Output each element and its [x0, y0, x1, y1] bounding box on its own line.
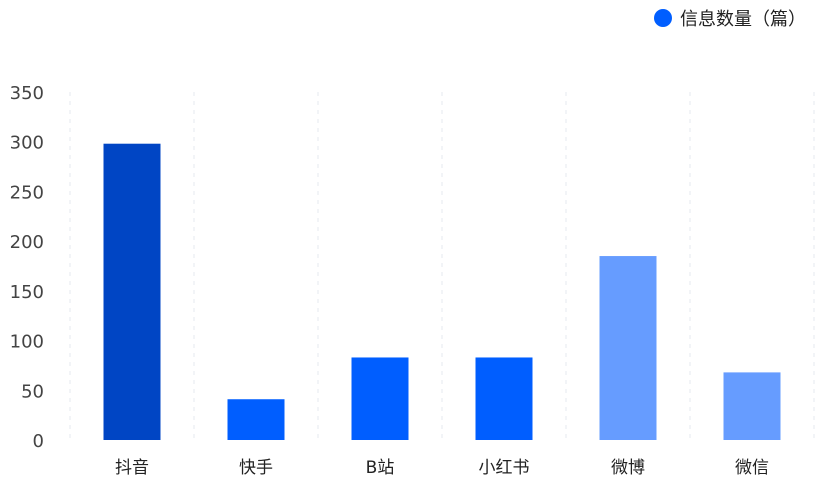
- legend-label: 信息数量（篇）: [680, 9, 806, 30]
- bar-4[interactable]: [599, 256, 657, 440]
- x-tick-label: 小红书: [479, 458, 530, 478]
- bar-2[interactable]: [351, 357, 409, 440]
- chart-legend[interactable]: 信息数量（篇）: [654, 5, 806, 31]
- bar-5[interactable]: [723, 372, 781, 440]
- bar-3[interactable]: [475, 357, 533, 440]
- y-tick-label: 100: [10, 332, 44, 353]
- y-tick-label: 250: [10, 182, 44, 203]
- legend-swatch-icon: [654, 9, 672, 27]
- x-tick-label: 微信: [735, 458, 769, 478]
- x-tick-label: 微博: [611, 458, 645, 478]
- y-tick-label: 0: [33, 431, 44, 452]
- bar-1[interactable]: [227, 399, 285, 440]
- x-tick-label: 快手: [239, 458, 273, 478]
- y-tick-label: 50: [21, 381, 44, 402]
- y-tick-label: 300: [10, 133, 44, 154]
- bar-0[interactable]: [103, 143, 161, 440]
- x-tick-label: 抖音: [115, 458, 149, 478]
- y-tick-label: 350: [10, 83, 44, 104]
- y-tick-label: 200: [10, 232, 44, 253]
- y-tick-label: 150: [10, 282, 44, 303]
- x-tick-label: B站: [366, 458, 395, 478]
